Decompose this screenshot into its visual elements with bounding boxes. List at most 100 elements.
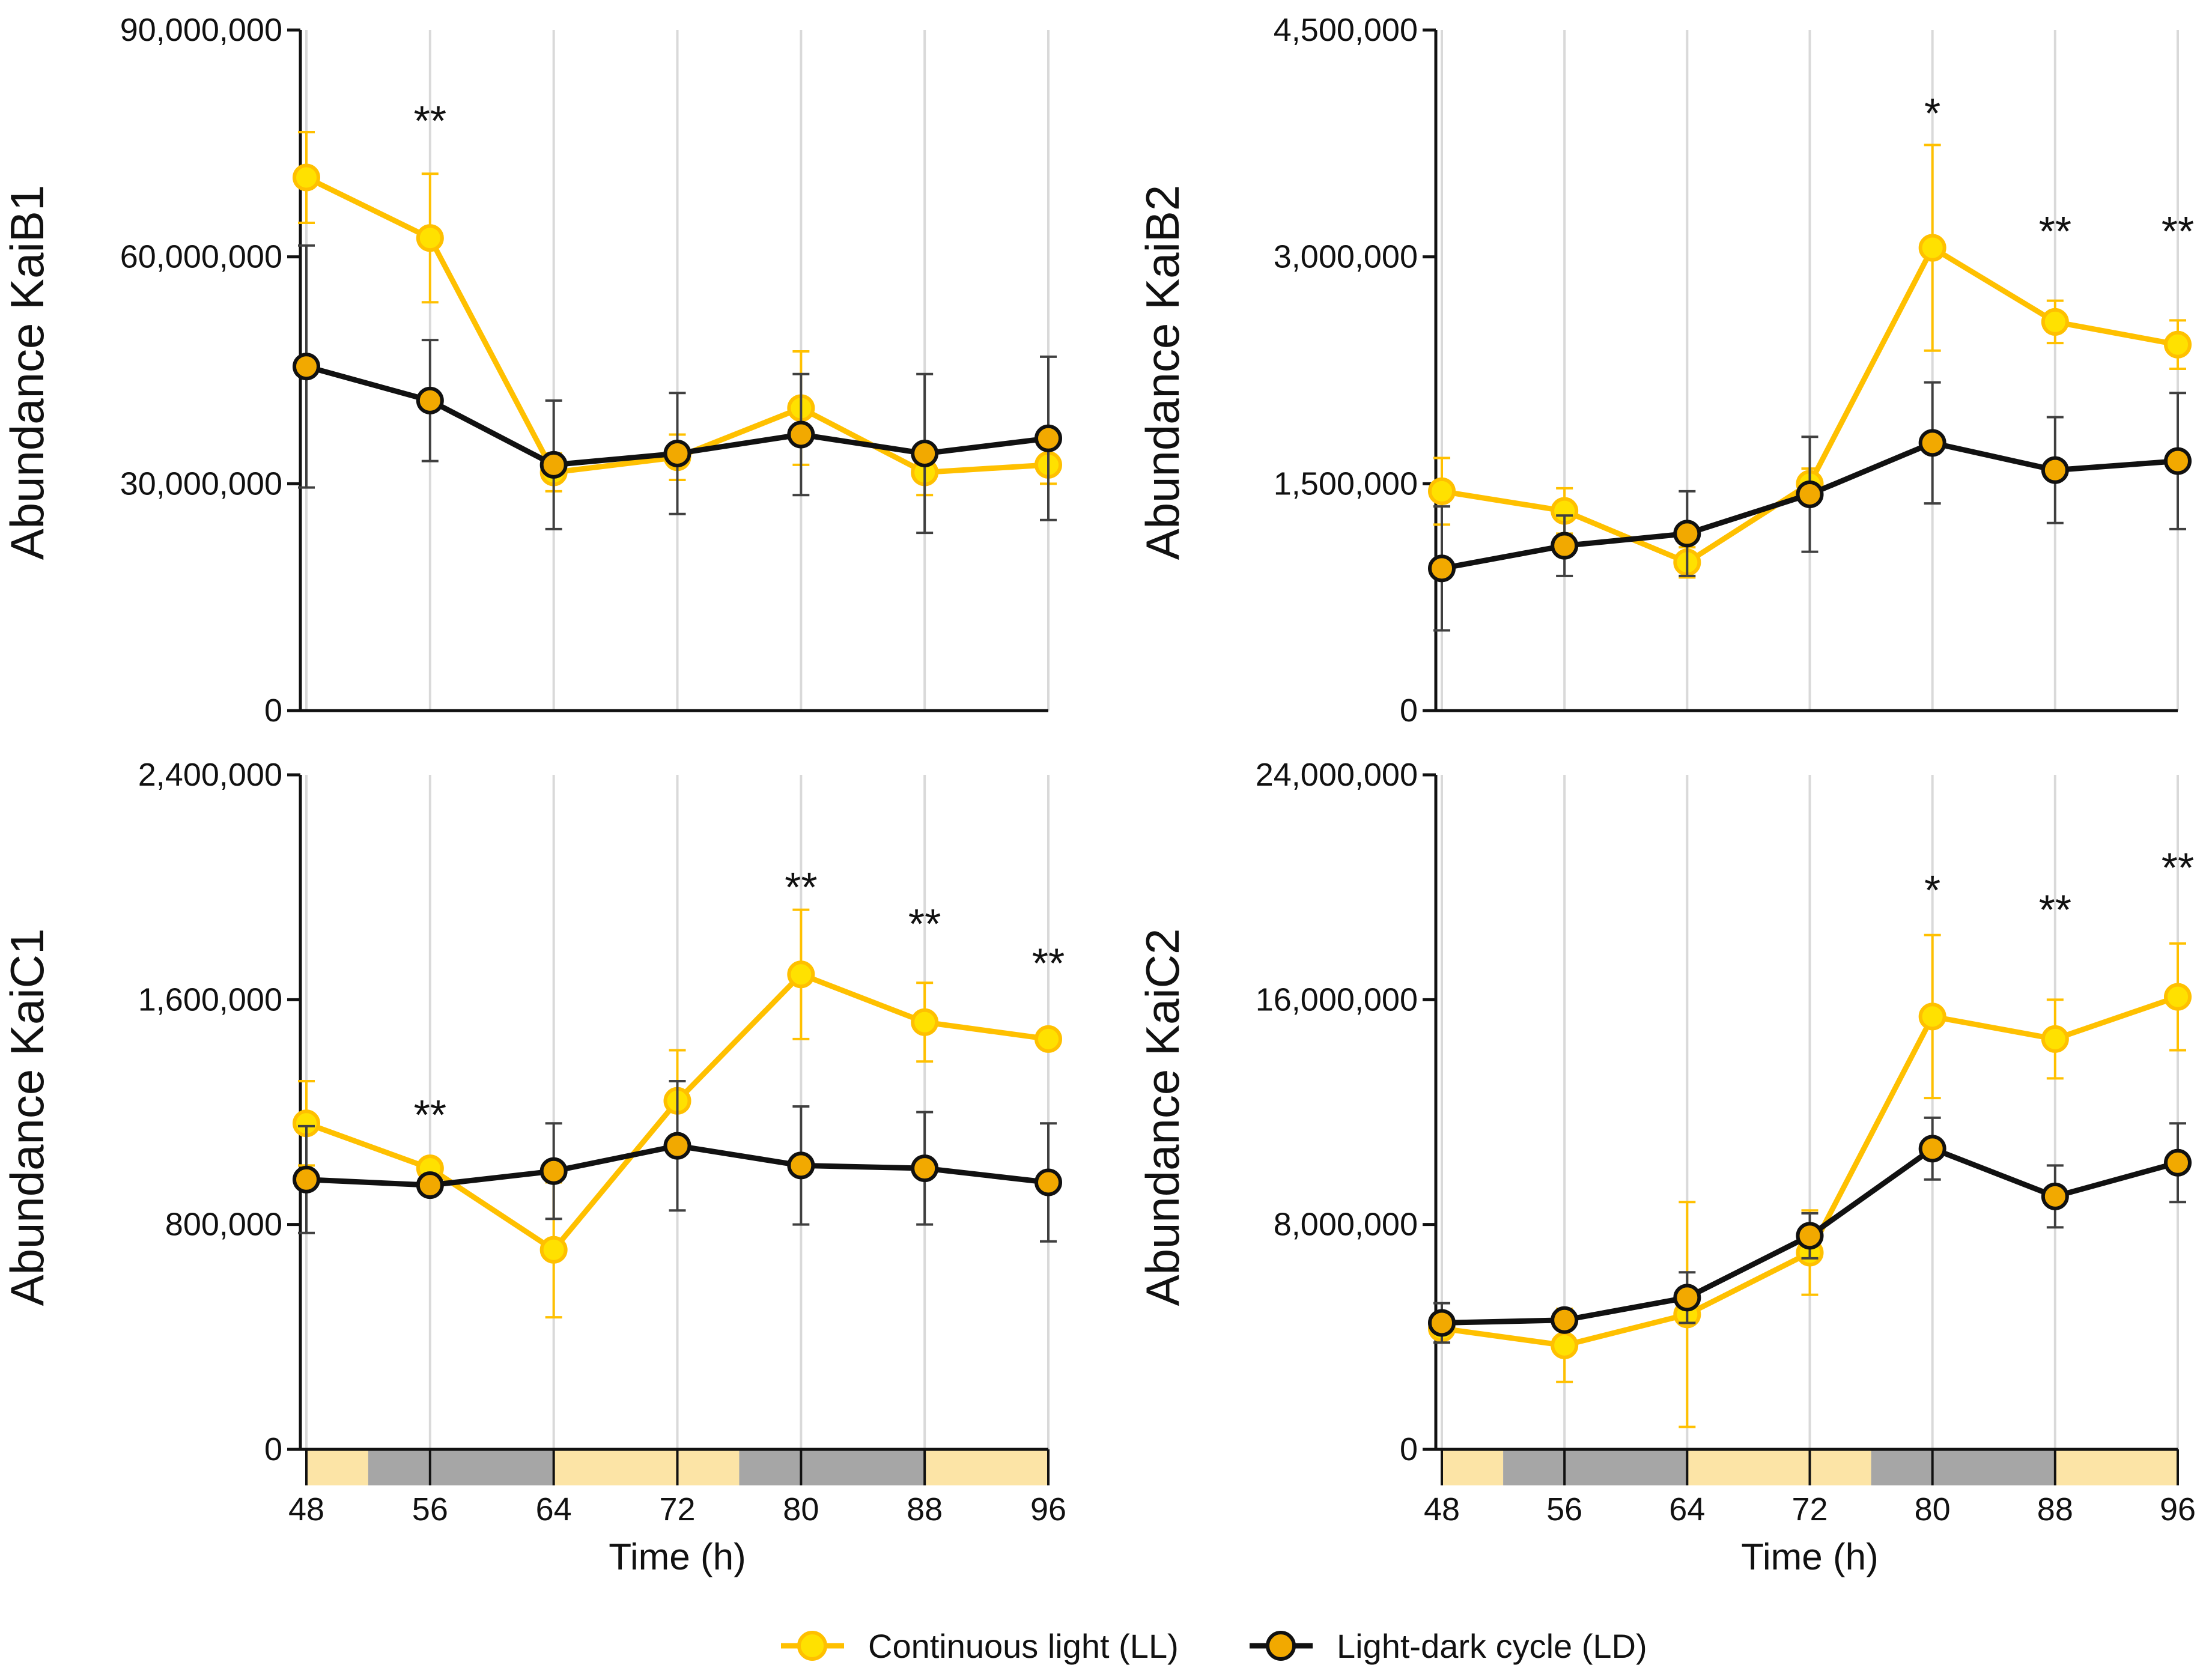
legend-ll-label: Continuous light (LL) (868, 1627, 1179, 1665)
light-period-bar (1442, 1449, 1504, 1485)
y-axis-label: Abundance KaiC1 (1, 929, 53, 1306)
y-axis-label: Abundance KaiB2 (1136, 185, 1189, 560)
data-point (1428, 554, 1456, 583)
data-point (1035, 1025, 1062, 1053)
dark-period-bar (1871, 1449, 2055, 1485)
light-period-bar (925, 1449, 1048, 1485)
series-ld (293, 244, 1062, 535)
data-point (1918, 429, 1946, 457)
y-tick-label: 0 (264, 693, 282, 729)
data-point (663, 439, 691, 467)
data-point (2164, 1148, 2192, 1177)
y-axis-label: Abundance KaiB1 (1, 185, 53, 560)
light-period-bar (553, 1449, 740, 1485)
data-point (663, 1132, 691, 1160)
data-point (787, 420, 815, 449)
series-ld (293, 1080, 1062, 1243)
y-tick-label: 3,000,000 (1274, 239, 1418, 275)
data-point (2164, 330, 2192, 359)
y-tick-label: 0 (1400, 1431, 1418, 1467)
data-point (787, 1151, 815, 1180)
data-point (911, 1154, 939, 1183)
x-tick-label: 88 (2037, 1491, 2073, 1527)
legend: Continuous light (LL) Light-dark cycle (… (781, 1627, 1647, 1665)
data-point (293, 163, 320, 192)
data-point (539, 450, 568, 479)
data-point (539, 1236, 568, 1264)
data-point (1035, 1168, 1062, 1196)
significance-marker: ** (1032, 940, 1065, 987)
x-tick-label: 88 (907, 1491, 943, 1527)
data-point (1673, 520, 1701, 548)
chart-panels: 0 30,000,000 60,000,000 90,000,000 Abundance… (1, 12, 2196, 1578)
light-period-bar (2055, 1449, 2178, 1485)
data-point (2164, 447, 2192, 475)
data-point (2164, 983, 2192, 1011)
data-point (1428, 477, 1456, 505)
panel-bottom-right: 0 8,000,000 16,000,000 24,000,000 48 56 64 72 80… (1136, 757, 2196, 1578)
significance-marker: * (1924, 89, 1940, 136)
data-point (2041, 456, 2069, 484)
dark-period-bar (368, 1449, 554, 1485)
data-point (2041, 1182, 2069, 1210)
data-point (2041, 1025, 2069, 1053)
data-point (787, 960, 815, 989)
significance-marker: ** (2162, 208, 2194, 255)
data-point (1918, 234, 1946, 262)
y-tick-label: 1,600,000 (138, 981, 282, 1017)
y-tick-label: 1,500,000 (1274, 466, 1418, 502)
x-tick-label: 80 (1915, 1491, 1951, 1527)
legend-ll-marker (797, 1631, 827, 1661)
x-tick-label: 48 (1424, 1491, 1460, 1527)
data-point (416, 386, 444, 414)
data-point (1796, 480, 1824, 508)
y-tick-label: 2,400,000 (138, 757, 282, 793)
y-tick-label: 90,000,000 (120, 12, 282, 48)
x-tick-label: 64 (536, 1491, 572, 1527)
data-point (416, 1171, 444, 1199)
panel-bottom-left: 0 800,000 1,600,000 2,400,000 48 56 64 72 80 88 96… (1, 757, 1066, 1578)
x-axis-label: Time (h) (609, 1536, 746, 1578)
significance-marker: ** (2039, 887, 2071, 933)
x-tick-label: 56 (1546, 1491, 1582, 1527)
y-tick-label: 16,000,000 (1256, 981, 1418, 1017)
data-point (539, 1157, 568, 1185)
light-period-bar (306, 1449, 368, 1485)
panel-top-left: 0 30,000,000 60,000,000 90,000,000 Abundance… (1, 12, 1062, 729)
dark-period-bar (739, 1449, 925, 1485)
y-tick-label: 60,000,000 (120, 239, 282, 275)
legend-ld-marker (1266, 1631, 1296, 1661)
x-tick-label: 96 (2160, 1491, 2196, 1527)
data-point (1918, 1002, 1946, 1031)
data-point (1428, 1309, 1456, 1337)
y-tick-label: 4,500,000 (1274, 12, 1418, 48)
significance-marker: ** (2162, 844, 2194, 891)
significance-marker: * (1924, 867, 1940, 914)
significance-marker: ** (908, 900, 941, 947)
data-point (911, 439, 939, 467)
x-axis-label: Time (h) (1741, 1536, 1878, 1578)
data-point (1551, 1331, 1579, 1359)
x-tick-label: 96 (1030, 1491, 1066, 1527)
y-axis-label: Abundance KaiC2 (1136, 929, 1189, 1306)
data-point (416, 224, 444, 252)
y-tick-label: 24,000,000 (1256, 757, 1418, 793)
series-ld (1428, 1116, 2192, 1344)
x-tick-label: 72 (659, 1491, 695, 1527)
data-point (1796, 1222, 1824, 1250)
data-point (1673, 1284, 1701, 1312)
data-point (293, 353, 320, 381)
y-tick-label: 8,000,000 (1274, 1207, 1418, 1243)
series-ld (1428, 381, 2192, 632)
dark-period-bar (1503, 1449, 1688, 1485)
x-tick-label: 64 (1669, 1491, 1705, 1527)
significance-marker: ** (2039, 208, 2071, 255)
data-point (293, 1165, 320, 1193)
data-point (2041, 308, 2069, 336)
significance-marker: ** (414, 1091, 446, 1138)
x-tick-label: 56 (412, 1491, 448, 1527)
significance-marker: ** (785, 864, 817, 911)
x-tick-label: 80 (783, 1491, 819, 1527)
significance-marker: ** (414, 97, 446, 144)
